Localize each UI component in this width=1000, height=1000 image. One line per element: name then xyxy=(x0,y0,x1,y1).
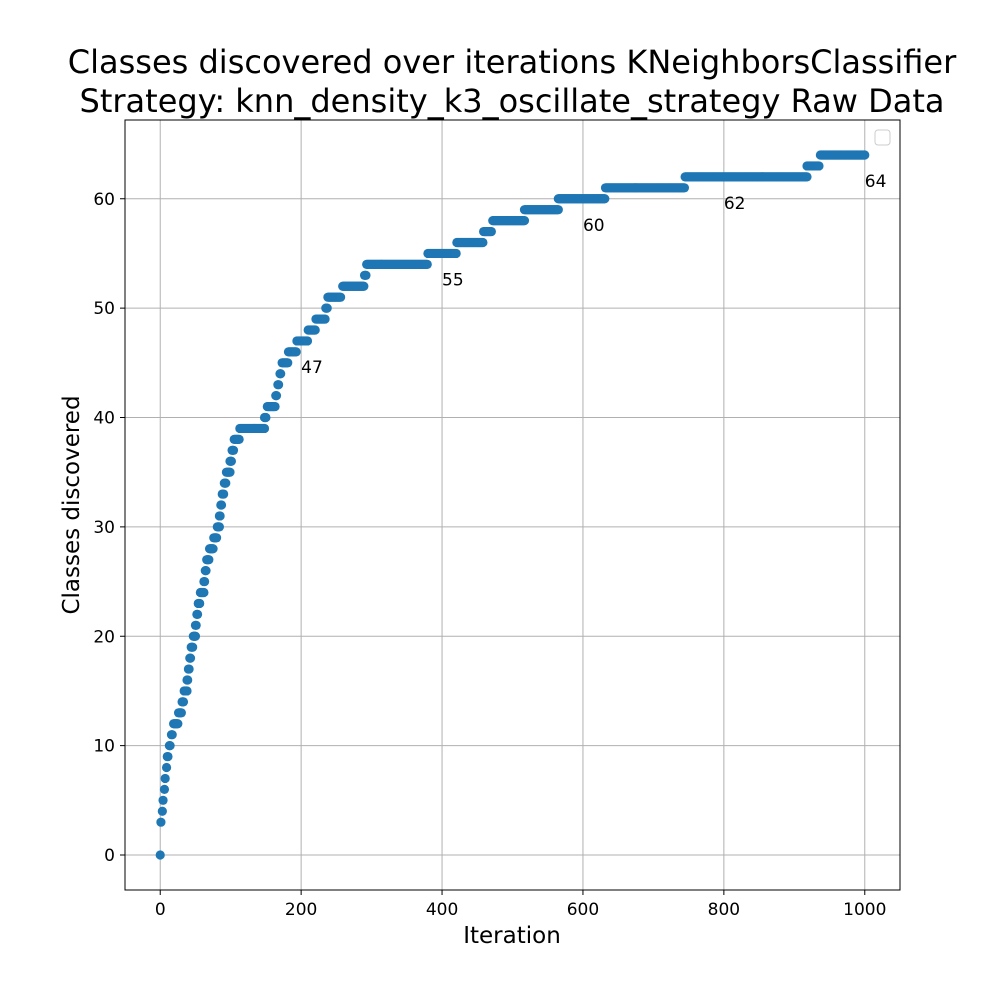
scatter-point xyxy=(183,675,193,685)
y-axis-label: Classes discovered xyxy=(59,395,85,614)
scatter-point xyxy=(814,161,824,171)
scatter-point xyxy=(553,205,563,215)
scatter-point xyxy=(156,817,166,827)
scatter-point xyxy=(451,248,461,259)
scatter-point xyxy=(165,741,175,751)
scatter-point xyxy=(259,423,270,434)
scatter-point xyxy=(195,598,205,609)
scatter-point xyxy=(226,456,236,466)
scatter-point xyxy=(192,609,203,619)
point-annotation: 64 xyxy=(865,172,887,192)
scatter-point xyxy=(310,325,320,335)
scatter-point xyxy=(225,467,235,477)
scatter-point xyxy=(283,358,293,368)
scatter-point xyxy=(322,303,332,313)
scatter-point xyxy=(234,434,244,444)
point-annotation: 55 xyxy=(442,270,464,290)
scatter-point xyxy=(160,773,170,784)
legend-box xyxy=(874,129,891,146)
y-tick-label: 40 xyxy=(93,409,115,429)
scatter-point xyxy=(214,522,225,532)
x-tick-label: 800 xyxy=(708,900,740,920)
scatter-point xyxy=(600,194,610,204)
scatter-point xyxy=(802,172,812,182)
x-tick-label: 200 xyxy=(285,900,317,920)
scatter-point xyxy=(215,511,225,521)
scatter-point xyxy=(158,795,168,805)
scatter-point xyxy=(302,336,313,346)
scatter-point xyxy=(173,719,183,729)
scatter-point xyxy=(361,270,371,280)
point-annotation: 60 xyxy=(583,216,605,236)
x-axis-label: Iteration xyxy=(463,923,561,949)
scatter-point xyxy=(271,391,282,401)
scatter-point xyxy=(182,686,192,696)
scatter-point xyxy=(190,631,201,641)
x-tick-label: 400 xyxy=(426,900,458,920)
y-tick-label: 0 xyxy=(104,846,115,866)
annotations: 47 55 60 62 64 xyxy=(301,172,886,378)
scatter-point xyxy=(201,566,211,576)
scatter-point xyxy=(211,533,222,543)
scatter-point xyxy=(159,784,170,794)
scatter-point xyxy=(176,708,186,718)
scatter-point xyxy=(184,664,194,674)
scatter-point xyxy=(860,150,870,160)
scatter-point xyxy=(679,183,690,193)
scatter-point xyxy=(273,380,284,390)
scatter-point xyxy=(191,620,201,630)
scatter-point xyxy=(519,216,530,226)
scatter-point xyxy=(188,642,198,652)
y-tick-label: 50 xyxy=(93,299,115,319)
scatter-point xyxy=(200,576,210,587)
scatter-point xyxy=(167,730,177,740)
scatter-point xyxy=(359,281,369,291)
scatter-point xyxy=(228,445,239,455)
plot-frame xyxy=(124,119,901,891)
x-tick-label: 0 xyxy=(155,900,166,920)
scatter-point xyxy=(261,412,271,423)
scatter-point xyxy=(422,259,432,269)
data-points xyxy=(155,150,870,860)
scatter-point xyxy=(291,347,301,357)
chart-title-line-1: Classes discovered over iterations KNeig… xyxy=(68,43,957,81)
scatter-point xyxy=(161,762,172,773)
point-annotation: 47 xyxy=(301,358,323,378)
scatter-point xyxy=(178,697,189,707)
grid-lines xyxy=(125,120,900,890)
chart-title-line-2: Strategy: knn_density_k3_oscillate_strat… xyxy=(80,82,945,120)
scatter-point xyxy=(163,751,173,762)
scatter-point xyxy=(219,489,229,499)
scatter-point xyxy=(335,292,346,302)
scatter-point xyxy=(216,500,227,510)
scatter-point xyxy=(208,544,218,554)
scatter-point xyxy=(204,555,214,565)
scatter-point xyxy=(157,806,167,816)
scatter-point xyxy=(270,401,280,412)
scatter-point xyxy=(185,653,196,663)
scatter-point xyxy=(478,237,488,248)
x-tick-label: 1000 xyxy=(843,900,886,920)
y-tick-label: 20 xyxy=(93,627,115,647)
y-tick-label: 60 xyxy=(93,190,115,210)
scatter-point xyxy=(155,850,165,860)
x-tick-label: 600 xyxy=(567,900,599,920)
y-tick-label: 10 xyxy=(93,737,115,757)
y-tick-label: 30 xyxy=(93,518,115,538)
scatter-point xyxy=(221,478,231,488)
axis-ticks: 0 200 400 600 800 1000 0 10 20 30 40 50 60 xyxy=(93,190,886,920)
scatter-point xyxy=(486,226,496,237)
scatter-point xyxy=(199,587,209,598)
point-annotation: 62 xyxy=(724,194,746,214)
scatter-point xyxy=(276,369,286,379)
scatter-point xyxy=(320,314,330,324)
